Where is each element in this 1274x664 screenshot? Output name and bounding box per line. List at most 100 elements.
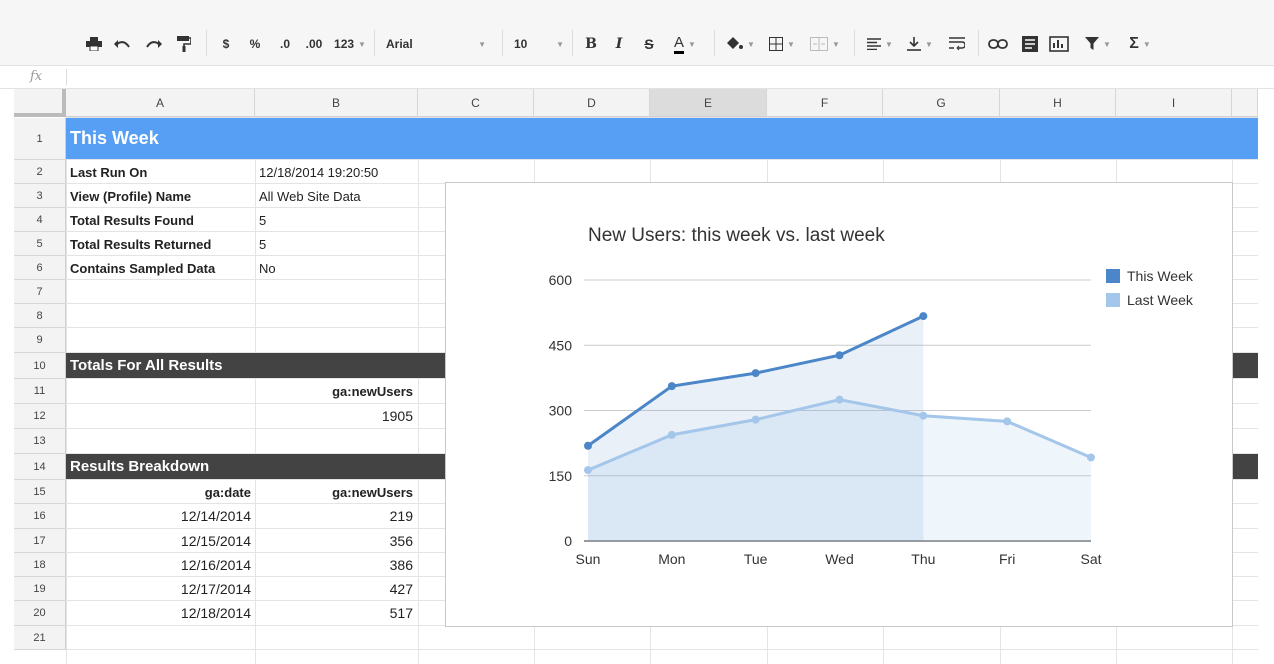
align-icon[interactable]: ▼ [862, 32, 898, 56]
meta-label[interactable]: Contains Sampled Data [70, 260, 216, 276]
row-header-7[interactable]: 7 [14, 280, 66, 304]
meta-value[interactable]: No [259, 260, 276, 276]
italic-button[interactable]: I [615, 36, 623, 52]
row-header-16[interactable]: 16 [14, 504, 66, 529]
row-header-9[interactable]: 9 [14, 328, 66, 353]
data-point-this-week[interactable] [919, 312, 928, 321]
select-all-corner[interactable] [14, 89, 66, 117]
row-header-1[interactable]: 1 [14, 118, 66, 160]
breakdown-users-cell[interactable]: 427 [389, 581, 413, 597]
row-header-18[interactable]: 18 [14, 553, 66, 577]
comment-icon[interactable] [1018, 32, 1042, 56]
meta-label[interactable]: Total Results Found [70, 212, 194, 228]
data-point-last-week[interactable] [584, 466, 592, 475]
link-icon[interactable] [986, 32, 1010, 56]
breakdown-header[interactable]: Results Breakdown [70, 458, 210, 475]
meta-value[interactable]: 12/18/2014 19:20:50 [259, 164, 379, 180]
more-formats-button[interactable]: 123 ▼ [332, 32, 368, 56]
breakdown-users-cell[interactable]: 517 [389, 605, 413, 621]
breakdown-col-date[interactable]: ga:date [204, 484, 251, 500]
row-header-3[interactable]: 3 [14, 184, 66, 208]
meta-label[interactable]: View (Profile) Name [70, 188, 192, 204]
filter-icon[interactable]: ▼ [1078, 32, 1118, 56]
undo-icon[interactable] [112, 32, 132, 56]
breakdown-col-users[interactable]: ga:newUsers [332, 484, 413, 500]
row-header-21[interactable]: 21 [14, 626, 66, 650]
data-point-this-week[interactable] [584, 441, 592, 450]
column-header-a[interactable]: A [66, 89, 255, 117]
print-icon[interactable] [84, 32, 104, 56]
text-color-button[interactable]: A ▼ [664, 32, 706, 56]
column-header-h[interactable]: H [1000, 89, 1116, 117]
column-header-c[interactable]: C [418, 89, 534, 117]
valign-icon[interactable]: ▼ [902, 32, 938, 56]
row-header-12[interactable]: 12 [14, 404, 66, 429]
column-header-i[interactable]: I [1116, 89, 1232, 117]
column-header-overflow[interactable] [1232, 89, 1258, 117]
row-header-11[interactable]: 11 [14, 379, 66, 404]
meta-value[interactable]: All Web Site Data [259, 188, 361, 204]
breakdown-date-cell[interactable]: 12/18/2014 [180, 605, 251, 621]
column-header-f[interactable]: F [767, 89, 883, 117]
row-header-15[interactable]: 15 [14, 480, 66, 504]
row-header-2[interactable]: 2 [14, 160, 66, 184]
fill-color-icon[interactable]: ▼ [722, 32, 758, 56]
meta-value[interactable]: 5 [259, 236, 267, 252]
row-header-8[interactable]: 8 [14, 304, 66, 328]
row-header-13[interactable]: 13 [14, 429, 66, 454]
breakdown-users-cell[interactable]: 386 [389, 557, 413, 573]
row-header-19[interactable]: 19 [14, 577, 66, 601]
meta-value[interactable]: 5 [259, 212, 267, 228]
breakdown-date-cell[interactable]: 12/14/2014 [180, 508, 251, 524]
data-point-last-week[interactable] [835, 395, 844, 404]
decrease-decimal-button[interactable]: .0 [279, 37, 290, 51]
borders-icon[interactable]: ▼ [764, 32, 800, 56]
data-point-last-week[interactable] [751, 415, 760, 424]
row-header-14[interactable]: 14 [14, 454, 66, 480]
column-header-e[interactable]: E [650, 89, 767, 117]
breakdown-users-cell[interactable]: 219 [389, 508, 413, 524]
row-header-4[interactable]: 4 [14, 208, 66, 232]
row-header-17[interactable]: 17 [14, 529, 66, 553]
percent-button[interactable]: % [249, 37, 261, 51]
row-header-6[interactable]: 6 [14, 256, 66, 280]
row-header-5[interactable]: 5 [14, 232, 66, 256]
currency-button[interactable]: $ [222, 37, 230, 51]
increase-decimal-button[interactable]: .00 [305, 37, 323, 51]
bold-button[interactable]: B [585, 36, 597, 52]
formula-input[interactable] [72, 66, 1262, 88]
breakdown-date-cell[interactable]: 12/16/2014 [180, 557, 251, 573]
breakdown-date-cell[interactable]: 12/17/2014 [180, 581, 251, 597]
data-point-last-week[interactable] [1003, 417, 1012, 426]
line-chart[interactable]: New Users: this week vs. last week 0 150 3… [445, 182, 1233, 627]
data-point-last-week[interactable] [919, 411, 928, 420]
chart-icon[interactable] [1046, 32, 1072, 56]
data-point-this-week[interactable] [751, 369, 760, 378]
row-header-10[interactable]: 10 [14, 353, 66, 379]
data-point-this-week[interactable] [667, 382, 676, 391]
totals-header[interactable]: Totals For All Results [70, 357, 223, 374]
column-header-d[interactable]: D [534, 89, 650, 117]
y-tick-label: 600 [549, 272, 573, 288]
font-size-select[interactable]: 10 ▼ [514, 32, 564, 56]
data-point-this-week[interactable] [835, 351, 844, 360]
data-point-last-week[interactable] [667, 430, 676, 439]
meta-label[interactable]: Last Run On [70, 164, 148, 180]
font-family-select[interactable]: Arial ▼ [386, 32, 486, 56]
redo-icon[interactable] [144, 32, 164, 56]
column-header-b[interactable]: B [255, 89, 418, 117]
column-header-g[interactable]: G [883, 89, 1000, 117]
functions-icon[interactable]: Σ ▼ [1122, 32, 1158, 56]
sheet-title[interactable]: This Week [70, 128, 159, 148]
breakdown-users-cell[interactable]: 356 [389, 533, 413, 549]
breakdown-date-cell[interactable]: 12/15/2014 [180, 533, 251, 549]
data-point-last-week[interactable] [1087, 453, 1095, 462]
totals-col-header[interactable]: ga:newUsers [332, 383, 413, 399]
strikethrough-button[interactable]: S [644, 36, 654, 52]
meta-label[interactable]: Total Results Returned [70, 236, 212, 252]
row-header-20[interactable]: 20 [14, 601, 66, 626]
paint-format-icon[interactable] [174, 32, 194, 56]
merge-icon[interactable]: ▼ [804, 32, 846, 56]
totals-value[interactable]: 1905 [381, 408, 413, 424]
wrap-icon[interactable] [944, 32, 970, 56]
